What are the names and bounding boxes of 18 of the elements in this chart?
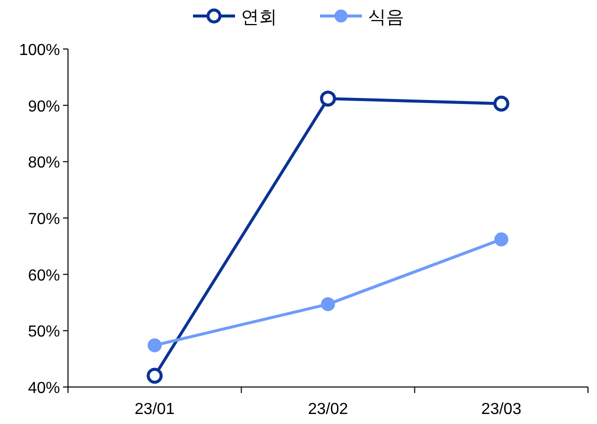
y-tick-label: 60% — [28, 267, 60, 284]
y-tick-label: 90% — [28, 98, 60, 116]
point — [148, 338, 162, 352]
x-tick-label: 23/03 — [481, 401, 522, 418]
point — [320, 90, 336, 107]
x-tick-label: 23/01 — [134, 401, 175, 418]
point — [146, 368, 163, 384]
point — [493, 96, 510, 112]
y-tick-label: 50% — [28, 324, 60, 341]
y-tick-label: 40% — [28, 380, 60, 397]
point — [321, 297, 335, 312]
legend-label: 식음 — [368, 7, 404, 27]
legend-label: 연회 — [241, 7, 277, 27]
y-tick-label: 100% — [19, 42, 60, 59]
point — [494, 232, 508, 246]
y-tick-label: 80% — [28, 154, 60, 172]
x-tick-label: 23/02 — [308, 401, 348, 418]
y-tick-label: 70% — [28, 211, 60, 228]
